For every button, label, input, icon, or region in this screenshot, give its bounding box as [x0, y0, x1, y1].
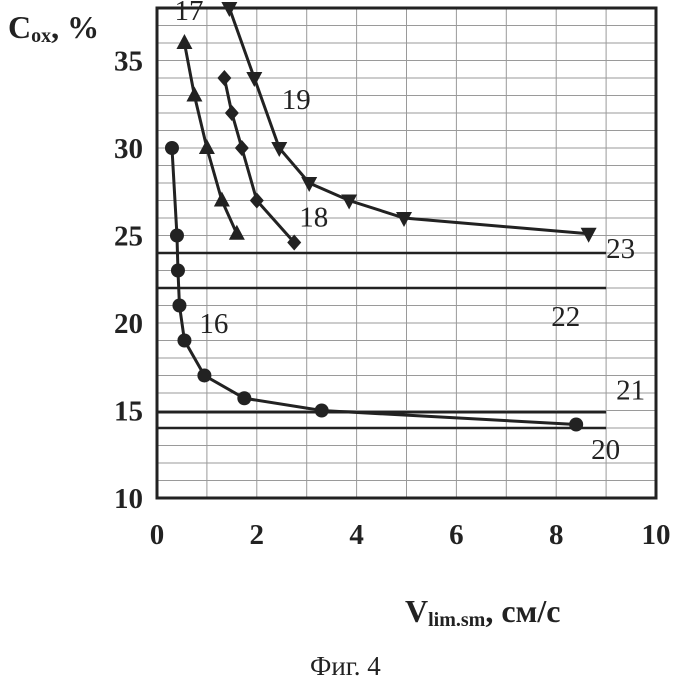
- y-tick-label: 25: [114, 221, 143, 253]
- data-point: [237, 391, 251, 405]
- tick-labels: 0 2 4 6 8 10 10 15 20 25 30 35: [114, 46, 671, 552]
- reference-line-label: 21: [616, 375, 645, 407]
- x-tick-label: 4: [349, 519, 364, 551]
- data-point: [197, 369, 211, 383]
- x-tick-label: 8: [549, 519, 564, 551]
- series-label: 19: [282, 84, 311, 116]
- data-point: [177, 334, 191, 348]
- series-group: [165, 2, 597, 432]
- data-point: [229, 225, 245, 240]
- figure-caption: Фиг. 4: [310, 651, 381, 681]
- data-point: [217, 70, 231, 86]
- x-tick-label: 0: [150, 519, 165, 551]
- y-tick-label: 15: [114, 396, 143, 428]
- reference-line-label: 20: [591, 434, 620, 466]
- x-tick-label: 6: [449, 519, 464, 551]
- data-point: [214, 192, 230, 207]
- x-tick-label: 2: [250, 519, 265, 551]
- data-point: [176, 34, 192, 49]
- data-point: [172, 299, 186, 313]
- x-axis-label: Vlim.sm, см/с: [405, 593, 560, 631]
- data-point: [569, 418, 583, 432]
- series-line: [229, 8, 588, 234]
- y-tick-label: 35: [114, 46, 143, 78]
- data-point: [225, 105, 239, 121]
- series-label: 18: [299, 201, 328, 233]
- series-label: 17: [174, 0, 203, 27]
- y-axis-label: Cox, %: [8, 9, 99, 47]
- series-17: [176, 34, 244, 240]
- y-tick-label: 20: [114, 308, 143, 340]
- reference-line-label: 23: [606, 233, 635, 265]
- data-point: [235, 140, 249, 156]
- series-line: [172, 148, 576, 425]
- data-point: [171, 264, 185, 278]
- series-19: [221, 2, 596, 243]
- series-label: 16: [199, 308, 228, 340]
- y-tick-label: 10: [114, 483, 143, 515]
- data-point: [165, 141, 179, 155]
- data-point: [315, 404, 329, 418]
- data-point: [186, 87, 202, 102]
- reference-line-label: 22: [551, 301, 580, 333]
- x-tick-label: 10: [642, 519, 671, 551]
- series-16: [165, 141, 583, 432]
- data-point: [246, 72, 262, 87]
- data-point: [170, 229, 184, 243]
- y-tick-label: 30: [114, 133, 143, 165]
- data-point: [199, 139, 215, 154]
